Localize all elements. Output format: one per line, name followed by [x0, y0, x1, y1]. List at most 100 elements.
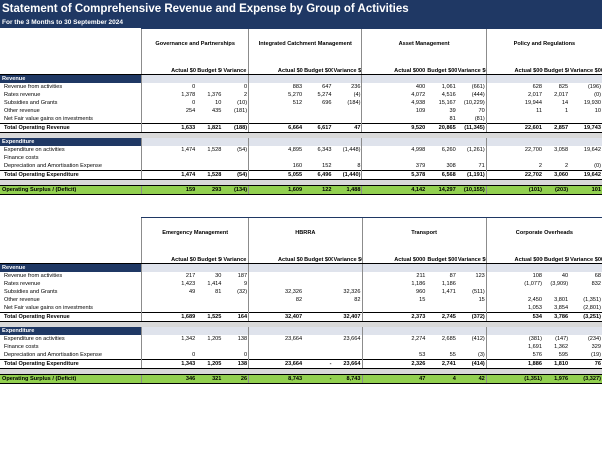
spacer-cell — [248, 248, 277, 264]
value-cell: 0 — [243, 84, 248, 90]
value-cell: (10,155) — [456, 185, 487, 195]
value-cell: (0) — [594, 92, 601, 98]
row-label: Operating Surplus / (Deficit) — [0, 374, 142, 384]
value-cell — [514, 154, 543, 162]
value-cell: 512 — [292, 100, 303, 106]
column-header-variance: Variance $000 — [332, 248, 362, 264]
value-cell — [170, 154, 196, 162]
column-header-actual: Actual $000 — [392, 248, 427, 264]
value-cell: 22,601 — [513, 123, 543, 133]
report-body: Governance and Partnerships Integrated Ca… — [0, 28, 602, 384]
value-cell: 1,821 — [196, 123, 223, 133]
value-cell: (1,448) — [342, 147, 361, 153]
row-label: Operating Surplus / (Deficit) — [0, 185, 142, 195]
value-cell: (181) — [234, 108, 248, 114]
revenue-row: Subsidies and Grants 49 81 (32) 32,326 32,326… — [0, 288, 602, 296]
value-cell: 1 — [564, 108, 569, 114]
value-cell: (1,261) — [467, 147, 485, 153]
column-header-budget: Budget $000 — [542, 248, 570, 264]
value-cell — [303, 154, 332, 162]
group-name: HBRRA — [248, 217, 362, 248]
value-cell — [569, 154, 602, 162]
revenue-row: Revenue from activities 217 30 187 211 87 123 1… — [0, 272, 602, 280]
value-cell: 4,938 — [411, 100, 426, 106]
value-cell — [303, 296, 332, 304]
value-cell — [393, 304, 427, 313]
value-cell: 23,664 — [276, 359, 304, 369]
value-cell — [426, 304, 457, 313]
value-cell: 3,060 — [542, 170, 570, 180]
value-cell: 3,854 — [554, 305, 569, 311]
value-cell — [277, 115, 303, 124]
value-cell — [170, 115, 196, 124]
value-cell — [277, 351, 303, 360]
section-row: Revenue — [0, 263, 602, 272]
value-cell: 1,528 — [196, 170, 223, 180]
section-label: Revenue — [0, 263, 142, 272]
value-cell: (511) — [472, 289, 485, 295]
revenue-row: Other revenue 254 435 (181) 109 39 70 11 1 10 — [0, 107, 602, 115]
value-cell: 6,617 — [303, 123, 333, 133]
value-cell — [277, 272, 303, 280]
value-cell: 1,186 — [411, 281, 426, 287]
separator-row — [0, 179, 602, 186]
value-cell: 11 — [536, 108, 542, 114]
value-cell — [277, 154, 303, 162]
value-cell: (19) — [591, 352, 601, 358]
value-cell — [222, 154, 248, 162]
value-cell — [303, 343, 332, 351]
column-header-variance: Variance $000 — [456, 248, 487, 264]
expenditure-row: Depreciation and Amortisation Expense 0 0 5… — [0, 351, 602, 360]
value-cell: 0 — [192, 100, 196, 106]
column-header-budget: Budget $000 — [196, 59, 223, 75]
column-header-variance: Variance $000 — [569, 248, 602, 264]
value-cell: (54) — [222, 170, 249, 180]
value-cell — [196, 162, 222, 171]
value-cell: (1,077) — [524, 281, 542, 287]
value-cell: 23,664 — [285, 336, 303, 342]
value-cell — [333, 304, 362, 313]
value-cell — [277, 343, 303, 351]
group-header-row: Governance and Partnerships Integrated Ca… — [0, 28, 602, 59]
value-cell — [196, 343, 222, 351]
revenue-row: Rates revenue 1,378 1,376 2 5,270 5,274 (4) 4,0… — [0, 91, 602, 99]
value-cell: 23,664 — [343, 336, 361, 342]
value-cell: 4,895 — [288, 147, 303, 153]
revenue-total-row: Total Operating Revenue 1,633 1,821 (188) 6,… — [0, 123, 602, 133]
value-cell: 2 — [538, 163, 542, 169]
value-cell: - — [303, 359, 333, 369]
value-cell — [543, 115, 569, 124]
value-cell: 39 — [449, 108, 456, 114]
value-cell: (203) — [542, 185, 570, 195]
value-cell: 1,423 — [181, 281, 196, 287]
value-cell: 55 — [449, 352, 456, 358]
value-cell — [277, 280, 303, 288]
value-cell — [196, 115, 222, 124]
activity-table: Governance and Partnerships Integrated Ca… — [0, 28, 602, 195]
column-header-budget: Budget $000 — [542, 59, 570, 75]
value-cell — [426, 154, 457, 162]
value-cell: 138 — [237, 336, 248, 342]
value-cell — [543, 288, 569, 296]
value-cell: 1,186 — [441, 281, 456, 287]
value-cell — [303, 312, 333, 322]
value-cell: 595 — [558, 352, 569, 358]
value-cell: (1,351) — [583, 297, 601, 303]
value-cell: 8 — [357, 163, 361, 169]
row-label: Rates revenue — [4, 92, 41, 98]
group-name: Emergency Management — [141, 217, 249, 248]
value-cell — [196, 296, 222, 304]
value-cell — [457, 304, 486, 313]
value-cell: (1,191) — [456, 170, 487, 180]
value-cell: 2,274 — [411, 336, 426, 342]
spacer-cell — [485, 248, 514, 264]
row-label: Total Operating Expenditure — [0, 170, 142, 180]
value-cell: 2,741 — [426, 359, 457, 369]
value-cell: 1,810 — [542, 359, 570, 369]
value-cell: 22,700 — [524, 147, 542, 153]
value-cell — [222, 343, 248, 351]
row-label: Expenditure on activities — [4, 336, 65, 342]
value-cell: - — [303, 374, 333, 384]
value-cell: 2,857 — [542, 123, 570, 133]
